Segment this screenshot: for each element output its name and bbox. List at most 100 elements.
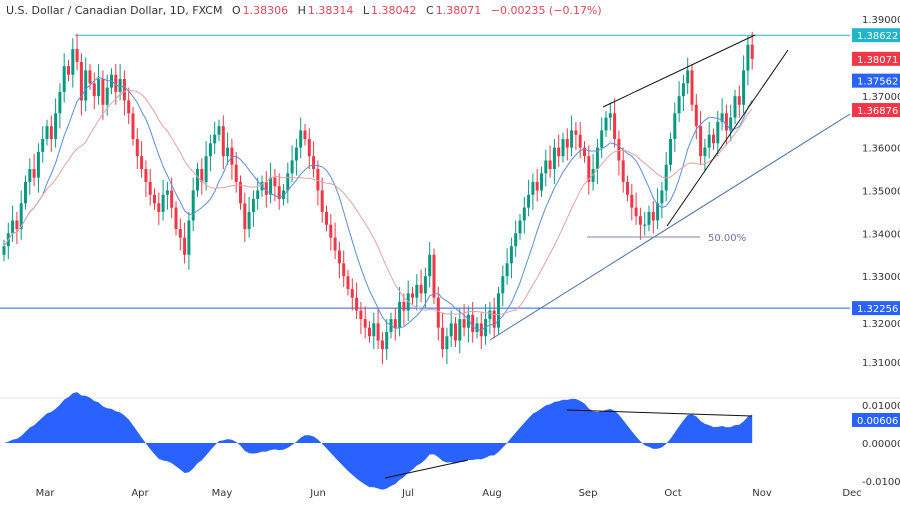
candle-body: [677, 96, 681, 114]
wedge-lower-trendline: [666, 49, 789, 227]
candle-body: [621, 160, 625, 182]
candle-body: [583, 147, 586, 157]
candle-body: [183, 237, 187, 255]
osc-y-tick-label: 0.01000: [862, 401, 900, 412]
x-tick-label: Aug: [482, 488, 502, 499]
candle-body: [660, 190, 664, 204]
candle-body: [221, 126, 225, 157]
candle-body: [277, 186, 281, 200]
candle-body: [79, 61, 83, 101]
candle-body: [290, 160, 294, 174]
candle-body: [45, 126, 49, 140]
candle-body: [634, 207, 638, 217]
symbol-title: U.S. Dollar / Canadian Dollar, 1D, FXCM: [6, 4, 223, 17]
candle-body: [454, 323, 457, 341]
candle-body: [505, 263, 509, 277]
candle-body: [24, 181, 27, 204]
candle-body: [329, 224, 333, 238]
x-tick-label: Dec: [842, 488, 861, 499]
candle-body: [428, 254, 432, 277]
candle-body: [570, 130, 574, 148]
candle-body: [458, 319, 462, 341]
candle-body: [492, 310, 496, 328]
candle-body: [312, 156, 316, 170]
candle-body: [282, 190, 285, 200]
candle-body: [372, 323, 376, 337]
candle-body: [131, 113, 135, 140]
candle-body: [58, 91, 62, 114]
candle-body: [540, 173, 543, 191]
candle-body: [350, 289, 354, 298]
osc-label-bg: [852, 412, 900, 427]
candle-body: [445, 336, 449, 350]
candle-body: [161, 194, 165, 212]
candle-body: [608, 113, 612, 118]
candle-body: [140, 156, 144, 170]
candle-body: [325, 211, 328, 225]
candle-body: [32, 169, 36, 178]
candle-body: [2, 246, 6, 255]
candle-body: [114, 74, 118, 92]
candle-body: [527, 194, 531, 208]
candle-body: [165, 190, 169, 195]
candle-body: [230, 147, 234, 165]
price-label: 1.38071: [857, 55, 898, 66]
fast-moving-average: [3, 76, 753, 331]
candle-body: [385, 331, 389, 350]
change-value: −0.00235 (−0.17%): [490, 4, 602, 17]
osc-divergence-line: [384, 459, 469, 479]
candle-body: [729, 117, 733, 131]
candle-body: [191, 190, 195, 221]
candle-body: [415, 284, 419, 298]
candle-body: [226, 147, 230, 157]
candle-body: [144, 169, 148, 182]
osc-y-tick-label: 0.00000: [862, 439, 900, 450]
candle-body: [122, 79, 126, 101]
candle-body: [699, 126, 703, 157]
candle-body: [604, 117, 608, 131]
candle-body: [84, 70, 88, 101]
candle-body: [71, 49, 75, 75]
candle-body: [441, 327, 445, 350]
low-value: 1.38042: [371, 4, 417, 17]
candle-body: [355, 297, 359, 311]
price-label-bg: [852, 28, 900, 43]
candle-body: [256, 190, 260, 200]
candle-body: [157, 203, 161, 212]
candle-body: [591, 169, 595, 182]
candle-body: [359, 310, 363, 320]
candle-body: [170, 190, 174, 208]
candle-body: [630, 194, 634, 208]
candle-body: [36, 151, 40, 178]
candle-body: [724, 113, 728, 131]
candle-body: [626, 181, 629, 195]
candle-body: [243, 203, 247, 230]
candle-body: [419, 284, 423, 294]
price-label-bg: [852, 103, 900, 118]
y-tick-label: 1.34000: [862, 229, 900, 240]
candle-body: [561, 139, 565, 157]
candle-body: [694, 104, 698, 127]
x-tick-label: May: [212, 488, 233, 499]
candle-body: [316, 169, 320, 191]
high-value: 1.38314: [307, 4, 354, 17]
candle-body: [497, 293, 500, 328]
wedge-upper-trendline: [602, 34, 756, 108]
candle-body: [737, 96, 741, 105]
candle-body: [303, 130, 307, 140]
y-tick-label: 1.35000: [862, 186, 900, 197]
candle-body: [514, 233, 518, 247]
candle-body: [11, 220, 15, 234]
candle-body: [187, 220, 191, 255]
candle-body: [148, 181, 152, 195]
fibonacci-label: 50.00%: [708, 233, 746, 244]
candle-body: [135, 139, 139, 157]
candle-body: [204, 156, 208, 182]
candle-body: [449, 323, 453, 337]
candle-body: [346, 276, 350, 290]
slow-moving-average: [3, 89, 753, 316]
candle-body: [15, 220, 19, 230]
candle-body: [548, 160, 552, 170]
